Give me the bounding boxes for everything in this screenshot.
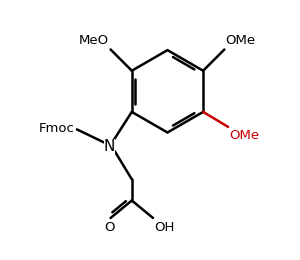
Text: OH: OH [154, 221, 175, 234]
Text: OMe: OMe [229, 129, 260, 142]
Text: MeO: MeO [79, 34, 109, 47]
Text: N: N [104, 139, 115, 154]
Text: OMe: OMe [226, 34, 256, 47]
Text: O: O [104, 221, 115, 234]
Text: Fmoc: Fmoc [39, 122, 75, 135]
